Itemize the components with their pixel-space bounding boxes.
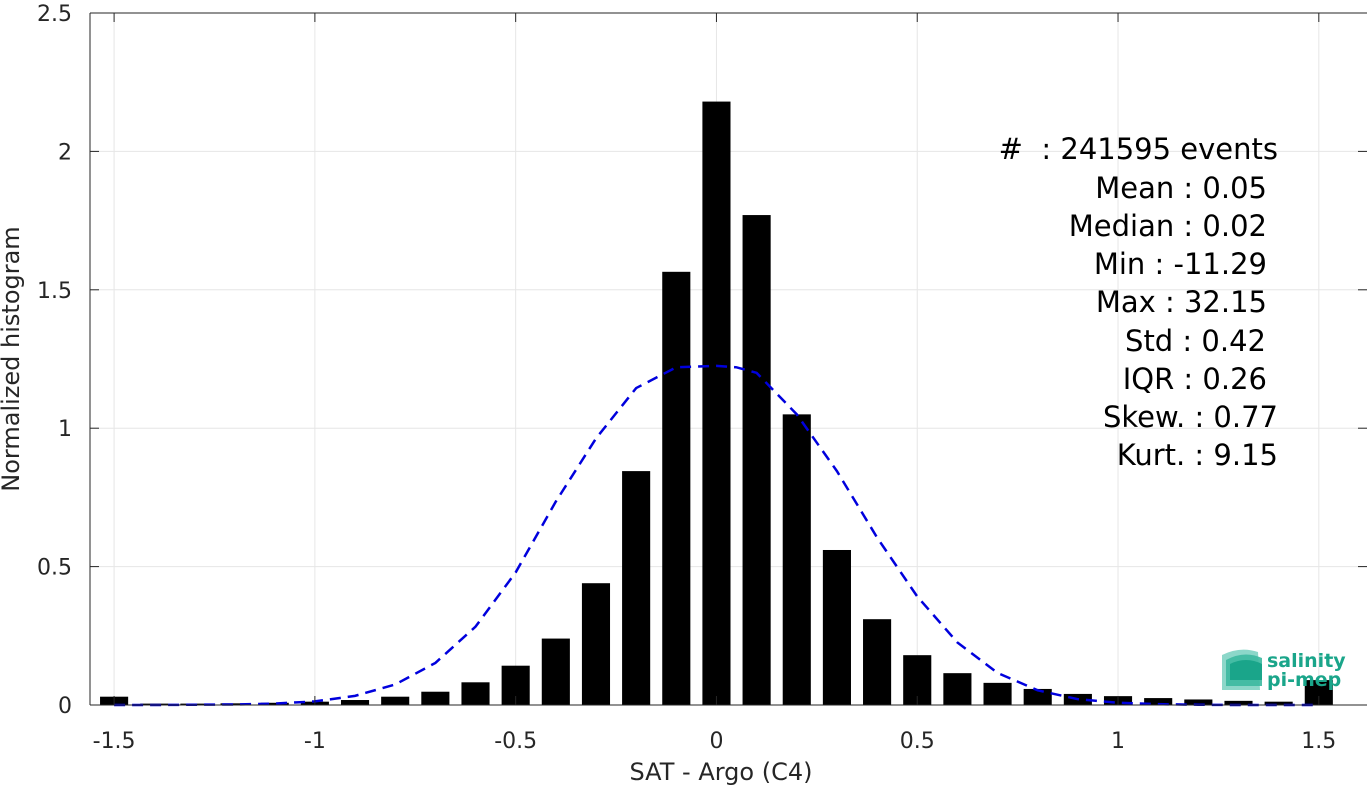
x-ticks: -1.5 -1 -0.5 0 0.5 1 1.5 bbox=[93, 13, 1336, 754]
bars bbox=[100, 101, 1333, 706]
histogram-bar bbox=[983, 682, 1012, 705]
y-tick-label: 2 bbox=[58, 140, 72, 165]
x-tick-label: -1.5 bbox=[93, 729, 136, 754]
x-tick-label: 0.5 bbox=[900, 729, 935, 754]
y-ticks: 0 0.5 1 1.5 2 2.5 bbox=[37, 2, 1367, 719]
stat-kurt: Kurt. : 9.15 bbox=[1117, 438, 1278, 472]
histogram-bar bbox=[662, 271, 691, 705]
histogram-bar bbox=[1023, 688, 1052, 705]
stats-box: # : 241595 events Mean : 0.05 Median : 0… bbox=[999, 132, 1278, 472]
histogram-bar bbox=[1184, 699, 1213, 705]
histogram-bar bbox=[461, 682, 490, 705]
y-tick-label: 0.5 bbox=[37, 556, 72, 581]
histogram-bar bbox=[381, 696, 410, 705]
y-tick-label: 2.5 bbox=[37, 2, 72, 27]
histogram-bar bbox=[742, 215, 771, 705]
y-tick-label: 0 bbox=[58, 694, 72, 719]
stat-events: # : 241595 events bbox=[999, 132, 1278, 166]
histogram-bar bbox=[421, 691, 450, 705]
y-axis-label: Normalized histogram bbox=[0, 226, 25, 491]
histogram-bar bbox=[622, 471, 651, 705]
x-tick-label: 1.5 bbox=[1301, 729, 1336, 754]
histogram-bar bbox=[340, 700, 370, 705]
stat-min: Min : -11.29 bbox=[1094, 247, 1267, 281]
y-tick-label: 1 bbox=[58, 417, 72, 442]
stat-iqr: IQR : 0.26 bbox=[1123, 362, 1267, 396]
stat-std: Std : 0.42 bbox=[1125, 324, 1266, 358]
x-tick-label: 1 bbox=[1111, 729, 1125, 754]
histogram-bar bbox=[1224, 700, 1253, 705]
histogram-bar bbox=[1144, 698, 1173, 705]
stat-skew: Skew. : 0.77 bbox=[1103, 400, 1278, 434]
histogram-bar bbox=[1264, 701, 1293, 705]
histogram-bar bbox=[822, 549, 851, 705]
histogram-bar bbox=[863, 619, 892, 705]
x-tick-label: 0 bbox=[709, 729, 723, 754]
x-tick-label: -0.5 bbox=[494, 729, 537, 754]
logo-line2: pi-mep bbox=[1267, 669, 1341, 691]
histogram-bar bbox=[260, 702, 289, 705]
x-axis-label: SAT - Argo (C4) bbox=[630, 758, 813, 786]
logo-line1: salinity bbox=[1267, 650, 1346, 672]
y-tick-label: 1.5 bbox=[37, 279, 72, 304]
histogram-bar bbox=[220, 703, 249, 705]
histogram-bar bbox=[581, 583, 611, 705]
stat-median: Median : 0.02 bbox=[1069, 209, 1267, 243]
histogram-bar bbox=[702, 101, 731, 706]
salinity-pimep-logo: salinity pi-mep bbox=[1222, 649, 1346, 691]
histogram-bar bbox=[541, 638, 570, 705]
wave-logo-icon bbox=[1222, 649, 1262, 690]
histogram-bar bbox=[782, 414, 811, 705]
histogram-bar bbox=[943, 673, 972, 705]
x-tick-label: -1 bbox=[304, 729, 326, 754]
stat-max: Max : 32.15 bbox=[1096, 285, 1267, 319]
gaussian-fit-curve bbox=[114, 364, 1319, 707]
stat-mean: Mean : 0.05 bbox=[1095, 171, 1267, 205]
